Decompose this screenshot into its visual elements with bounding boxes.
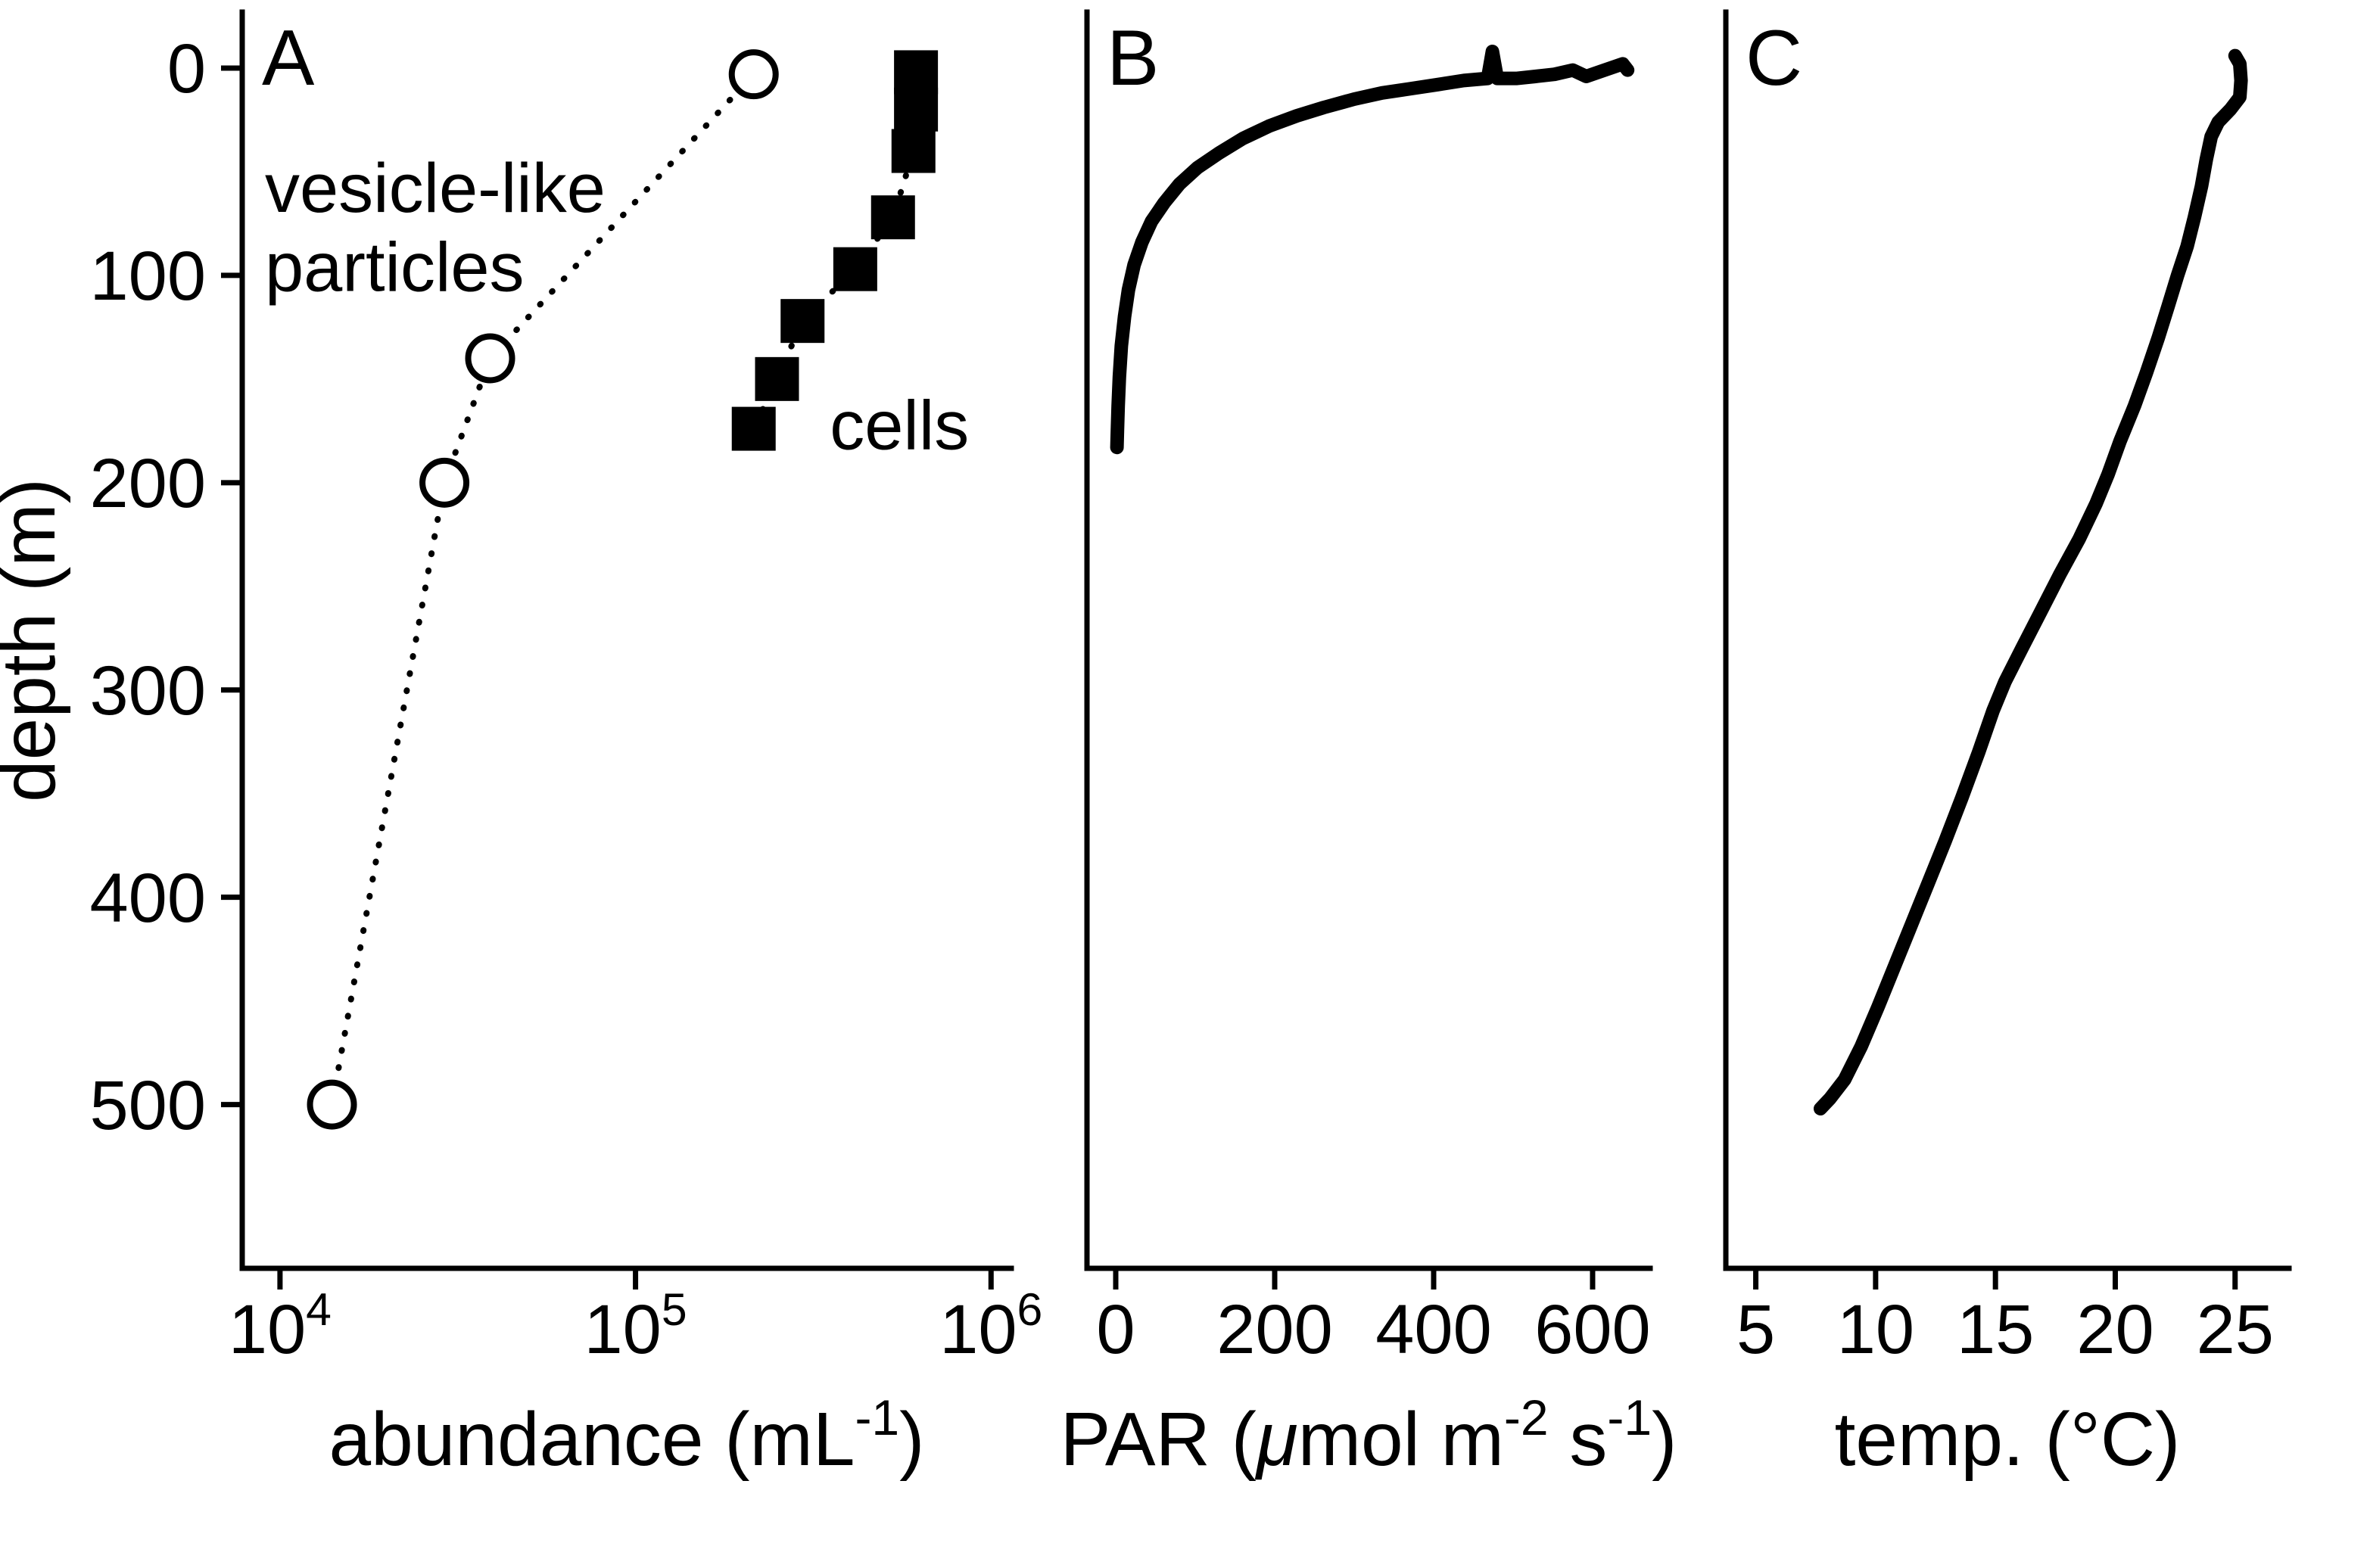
marker-square [891, 129, 936, 173]
marker-circle [465, 333, 515, 384]
panel-b-axes [1084, 9, 1653, 1271]
marker-square [894, 87, 939, 132]
annotation-vesicle-like: vesicle-like [265, 150, 606, 227]
panel-c-x-ticks: 5 10 15 20 25 [1736, 1268, 2274, 1368]
series-temperature-profile [1814, 48, 2248, 1115]
annotation-cells: cells [830, 387, 969, 465]
x-tick-label-5: 5 [1736, 1291, 1775, 1368]
x-tick-label-1000000: 106 [939, 1283, 1042, 1368]
annotation-particles: particles [265, 229, 525, 306]
x-axis-label-b: PAR (μmol m-2 s-1) [1060, 1389, 1677, 1482]
depth-tick-label-300: 300 [90, 652, 207, 730]
marker-square [780, 299, 825, 344]
marker-circle [728, 49, 779, 100]
marker-square [894, 50, 939, 95]
series-vesicle-like-particles [307, 49, 779, 1130]
depth-tick-label-100: 100 [90, 238, 207, 315]
depth-tick-label-200: 200 [90, 445, 207, 522]
marker-circle [307, 1079, 357, 1130]
series-line-vesicle-like-particles [329, 71, 757, 1108]
x-tick-label-25: 25 [2197, 1291, 2274, 1368]
panel-c-axes [1723, 9, 2292, 1271]
x-tick-label-100000: 105 [584, 1283, 687, 1368]
x-axis-label-a: abundance (mL-1) [329, 1389, 925, 1482]
panel-a-axes [239, 9, 1014, 1271]
panel-label-a: A [262, 14, 315, 102]
depth-tick-label-500: 500 [90, 1067, 207, 1144]
marker-square [870, 195, 915, 240]
x-tick-label-10: 10 [1837, 1291, 1914, 1368]
x-tick-label-600: 600 [1534, 1291, 1651, 1368]
x-tick-label-10000: 104 [229, 1283, 332, 1368]
x-tick-label-20: 20 [2076, 1291, 2154, 1368]
panel-label-b: B [1107, 14, 1159, 102]
marker-square [731, 406, 776, 451]
x-tick-label-400: 400 [1375, 1291, 1492, 1368]
panel-b: 0 200 400 600 PAR (μmol m-2 s-1) B [1060, 9, 1677, 1482]
panel-b-x-ticks: 0 200 400 600 [1096, 1268, 1651, 1368]
series-line-par-profile [1110, 45, 1635, 455]
x-axis-label-c: temp. (°C) [1835, 1397, 2181, 1482]
series-par-profile [1110, 45, 1635, 455]
y-axis-label: depth (m) [0, 478, 71, 802]
marker-square [755, 356, 799, 401]
panel-a-x-ticks: 104 105 106 [229, 1268, 1042, 1368]
series-cells [731, 50, 939, 451]
x-tick-label-200: 200 [1216, 1291, 1333, 1368]
series-line-temperature-profile [1814, 48, 2248, 1115]
marker-square [833, 247, 877, 291]
marker-circle [419, 457, 470, 508]
panel-label-c: C [1746, 14, 1802, 102]
depth-tick-label-400: 400 [90, 860, 207, 937]
depth-ticks: 0 100 200 300 400 500 [90, 30, 242, 1144]
depth-tick-label-0: 0 [167, 30, 206, 107]
x-tick-label-15: 15 [1957, 1291, 2034, 1368]
x-tick-label-0: 0 [1096, 1291, 1135, 1368]
